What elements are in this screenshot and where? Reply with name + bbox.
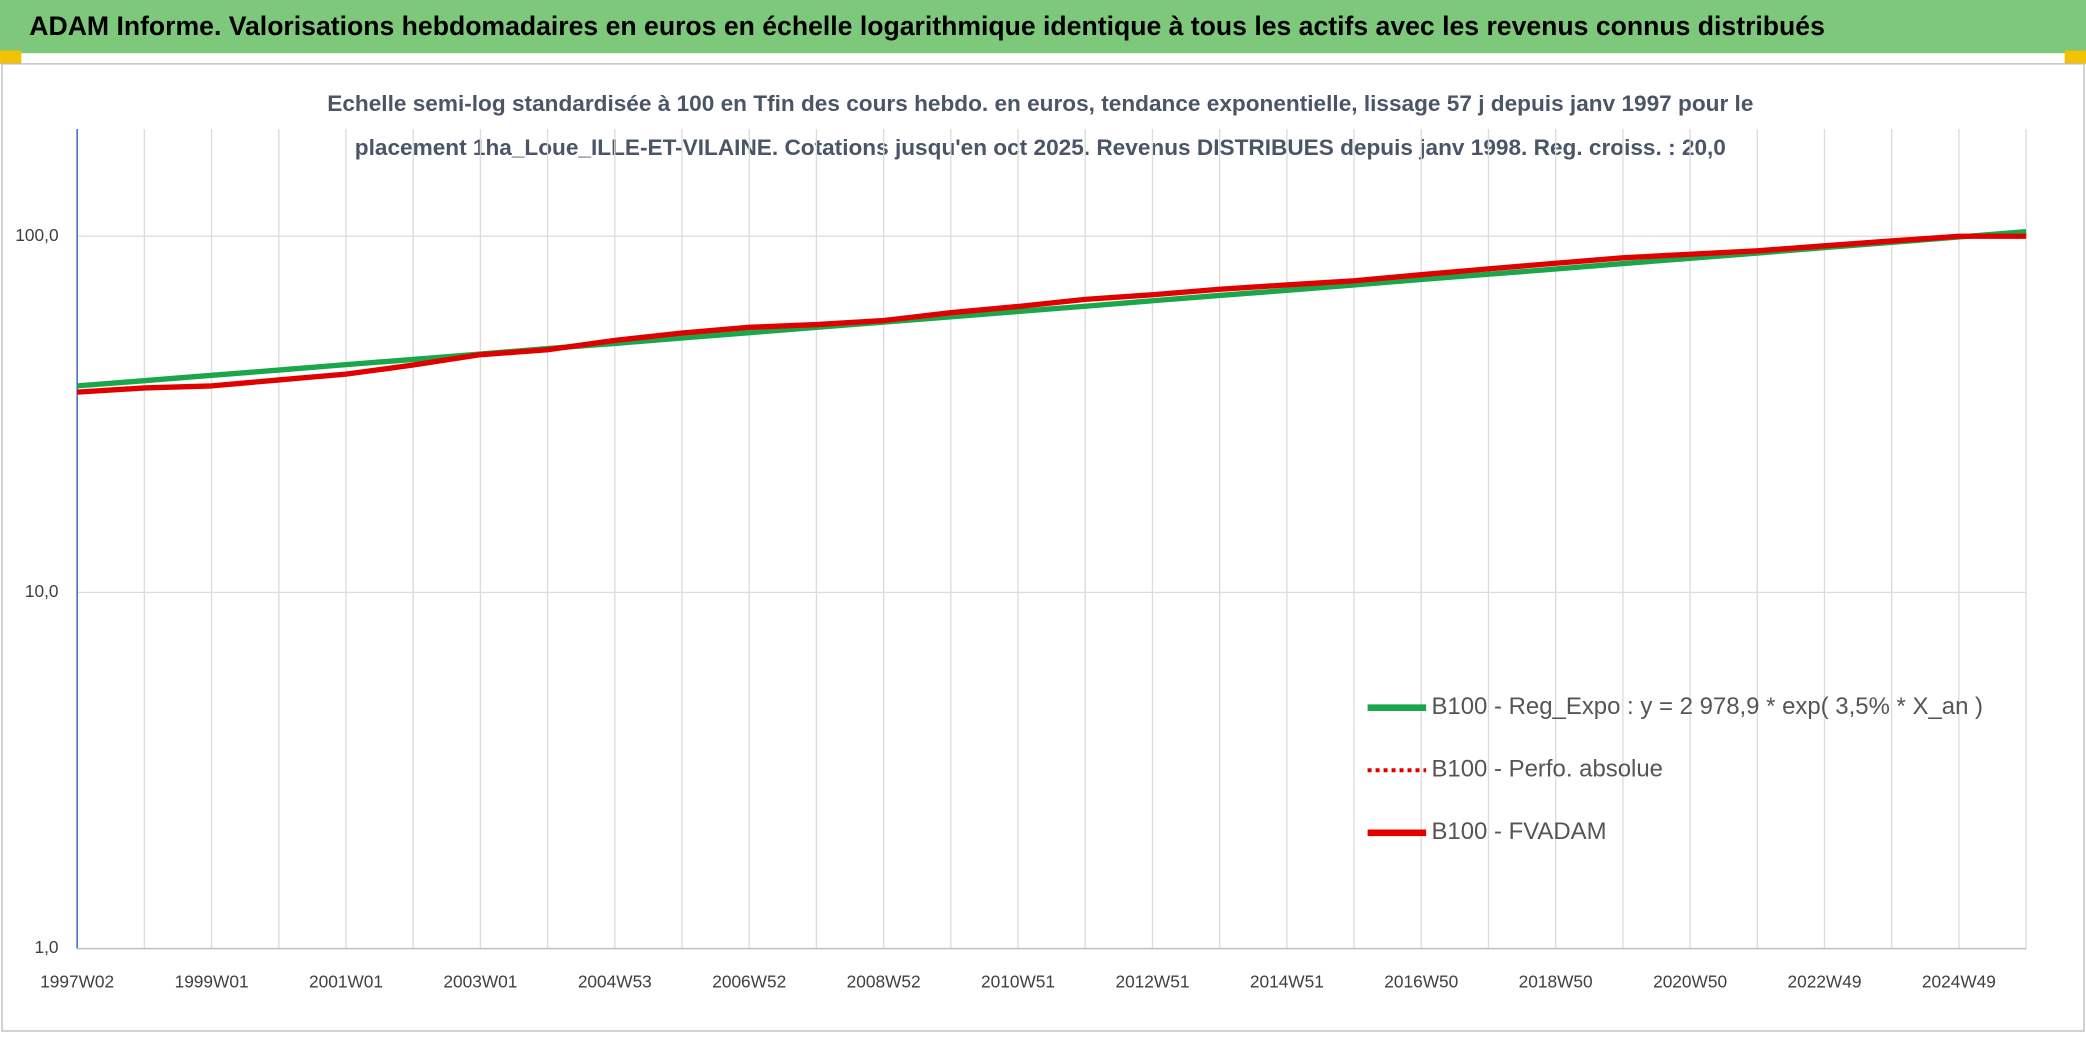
x-tick-label: 2004W53 (578, 972, 652, 992)
x-tick-label: 2024W49 (1922, 972, 1996, 992)
y-tick-label: 10,0 (25, 581, 59, 601)
series-line (76, 229, 2027, 389)
x-tick-label: 1997W02 (40, 972, 114, 992)
chart-title: ADAM Informe. Valorisations hebdomadaire… (29, 11, 1825, 41)
x-tick-label: 2012W51 (1115, 972, 1189, 992)
x-tick-label: 2003W01 (443, 972, 517, 992)
subtitle: placement 1ha_Loue_ILLE-ET-VILAINE. Cota… (355, 135, 1726, 160)
legend-label: B100 - Perfo. absolue (1431, 756, 1663, 783)
legend-label: B100 - FVADAM (1431, 818, 1606, 845)
corner (0, 50, 22, 64)
x-tick-label: 2008W52 (847, 972, 921, 992)
x-tick-label: 1999W01 (175, 972, 249, 992)
y-tick-label: 100,0 (15, 225, 58, 245)
x-tick-label: 2022W49 (1788, 972, 1862, 992)
x-tick-label: 2006W52 (712, 972, 786, 992)
header-bar (0, 0, 2086, 54)
x-tick-label: 2018W50 (1519, 972, 1593, 992)
subtitle: Echelle semi-log standardisée à 100 en T… (327, 91, 1753, 116)
legend-label: B100 - Reg_Expo : y = 2 978,9 * exp( 3,5… (1431, 693, 1983, 720)
x-tick-label: 2010W51 (981, 972, 1055, 992)
x-tick-label: 2014W51 (1250, 972, 1324, 992)
frame (1, 63, 2085, 1032)
y-tick-label: 1,0 (35, 937, 59, 957)
x-tick-label: 2020W50 (1653, 972, 1727, 992)
series-line (77, 233, 2027, 395)
x-tick-label: 2001W01 (309, 972, 383, 992)
x-tick-label: 2016W50 (1384, 972, 1458, 992)
corner (2064, 50, 2086, 64)
